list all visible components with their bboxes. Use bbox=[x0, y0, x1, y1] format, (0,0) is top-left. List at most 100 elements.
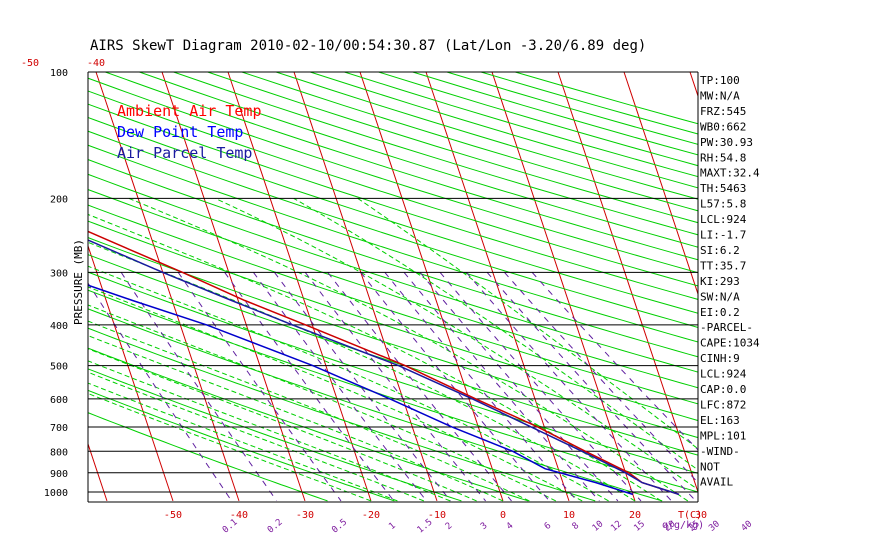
mixing-ratio-tick-label: 10 bbox=[591, 519, 606, 534]
isotherm-line bbox=[0, 72, 41, 501]
legend-entry: Ambient Air Temp bbox=[117, 102, 262, 120]
stat-item: L57:5.8 bbox=[700, 198, 746, 211]
mixing-ratio-line bbox=[253, 272, 427, 502]
isotherm-line bbox=[359, 72, 504, 502]
stat-item: -WIND- bbox=[700, 445, 740, 458]
dry-adiabat bbox=[88, 103, 698, 300]
legend-entry: Air Parcel Temp bbox=[117, 144, 252, 162]
dry-adiabat bbox=[88, 389, 395, 502]
mixing-ratio-line bbox=[486, 272, 697, 502]
mixing-ratio-line bbox=[304, 272, 486, 502]
mixing-ratio-line bbox=[224, 272, 395, 502]
stat-item: SW:N/A bbox=[700, 290, 740, 303]
mixing-ratio-tick-label: 2 bbox=[444, 521, 455, 532]
top-temp-tick-label: -40 bbox=[87, 58, 105, 69]
dry-adiabat bbox=[88, 173, 698, 373]
pressure-tick-label: 400 bbox=[50, 321, 68, 332]
dry-adiabat bbox=[88, 308, 663, 502]
isotherm-line bbox=[95, 72, 240, 502]
moist-adiabat bbox=[88, 265, 609, 502]
dry-adiabat bbox=[88, 254, 698, 456]
moist-adiabat bbox=[293, 197, 698, 471]
moist-adiabat bbox=[88, 348, 477, 502]
dry-adiabat bbox=[88, 237, 698, 439]
moist-adiabat bbox=[88, 304, 557, 502]
mixing-ratio-line bbox=[466, 272, 672, 502]
legend-entry: Dew Point Temp bbox=[117, 123, 243, 141]
series-line-2 bbox=[88, 239, 680, 496]
mixing-ratio-line bbox=[384, 272, 578, 502]
pressure-tick-label: 600 bbox=[50, 395, 68, 406]
stat-item: AVAIL bbox=[700, 476, 733, 489]
stat-item: MAXT:32.4 bbox=[700, 167, 760, 180]
bottom-temp-tick-label: 20 bbox=[629, 510, 641, 521]
dry-adiabat bbox=[88, 327, 596, 502]
dry-adiabat bbox=[344, 72, 698, 178]
moist-adiabat bbox=[88, 392, 372, 502]
mixing-ratio-tick-label: 0.5 bbox=[330, 517, 349, 535]
bottom-temp-tick-label: -50 bbox=[164, 510, 182, 521]
dry-adiabat bbox=[88, 144, 698, 343]
pressure-tick-label: 100 bbox=[50, 68, 68, 79]
dry-adiabat bbox=[480, 72, 698, 135]
bottom-temp-tick-label: 10 bbox=[563, 510, 575, 521]
stat-item: CINH:9 bbox=[700, 352, 740, 365]
mixing-ratio-line bbox=[360, 272, 550, 502]
bottom-temp-tick-label: 30 bbox=[695, 510, 707, 521]
mixing-ratio-line bbox=[274, 272, 451, 502]
temp-axis-label: T(C) bbox=[678, 510, 702, 521]
dry-adiabat bbox=[88, 159, 698, 358]
dry-adiabat bbox=[88, 189, 698, 389]
moist-adiabat bbox=[88, 371, 424, 502]
mixing-ratio-tick-label: 30 bbox=[707, 519, 722, 534]
mixing-ratio-tick-label: 12 bbox=[609, 519, 624, 534]
mixing-ratio-line bbox=[504, 272, 698, 484]
isotherm-line bbox=[88, 244, 174, 502]
stat-item: TP:100 bbox=[700, 74, 740, 87]
mixing-ratio-tick-label: 15 bbox=[632, 519, 647, 534]
stat-item: KI:293 bbox=[700, 275, 740, 288]
isotherm-line bbox=[623, 72, 698, 296]
dry-adiabat bbox=[105, 72, 698, 261]
mixing-ratio-line bbox=[177, 272, 342, 502]
moist-adiabat bbox=[88, 335, 504, 502]
mixing-ratio-tick-label: 1 bbox=[387, 521, 398, 532]
dry-adiabat bbox=[173, 72, 698, 236]
stat-item: MPL:101 bbox=[700, 429, 746, 442]
stat-item: NOT bbox=[700, 460, 720, 473]
stat-item: EI:0.2 bbox=[700, 306, 740, 319]
moist-adiabat bbox=[88, 382, 398, 502]
pressure-tick-label: 500 bbox=[50, 362, 68, 373]
stat-item: CAPE:1034 bbox=[700, 337, 760, 350]
dry-adiabat bbox=[88, 412, 328, 502]
mixing-ratio-tick-label: 4 bbox=[505, 521, 516, 532]
bottom-temp-tick-label: -10 bbox=[428, 510, 446, 521]
bottom-temp-tick-label: -30 bbox=[296, 510, 314, 521]
mixing-ratio-line bbox=[88, 282, 233, 502]
y-axis-label: PRESSURE (MB) bbox=[72, 239, 85, 325]
dry-adiabat bbox=[88, 220, 698, 422]
isotherm-line bbox=[227, 72, 372, 502]
moist-adiabat bbox=[88, 320, 530, 502]
stat-item: LCL:924 bbox=[700, 213, 747, 226]
stat-item: WB0:662 bbox=[700, 120, 746, 133]
stat-item: -PARCEL- bbox=[700, 321, 753, 334]
stat-item: SI:6.2 bbox=[700, 244, 740, 257]
dry-adiabat bbox=[515, 72, 698, 125]
series-line-0 bbox=[88, 230, 680, 496]
dry-adiabat bbox=[139, 72, 698, 248]
pressure-tick-label: 800 bbox=[50, 447, 68, 458]
dry-adiabat bbox=[88, 130, 698, 328]
bottom-temp-tick-label: 0 bbox=[500, 510, 506, 521]
stat-item: TT:35.7 bbox=[700, 259, 746, 272]
pressure-tick-label: 300 bbox=[50, 268, 68, 279]
isotherm-line bbox=[425, 72, 570, 502]
bottom-temp-tick-label: -40 bbox=[230, 510, 248, 521]
stat-item: CAP:0.0 bbox=[700, 383, 746, 396]
stat-item: PW:30.93 bbox=[700, 136, 753, 149]
series-line-1 bbox=[88, 284, 634, 496]
pressure-tick-label: 1000 bbox=[44, 488, 68, 499]
pressure-tick-label: 200 bbox=[50, 194, 68, 205]
stat-item: MW:N/A bbox=[700, 89, 740, 102]
